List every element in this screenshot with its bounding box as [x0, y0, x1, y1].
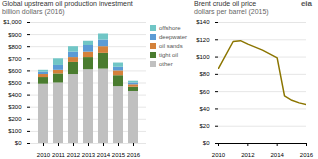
html-text:eia: eia	[300, 0, 312, 8]
svg-text:$400: $400	[8, 92, 22, 98]
svg-text:$0: $0	[15, 140, 22, 146]
svg-text:$900: $900	[8, 32, 22, 38]
svg-text:$700: $700	[8, 56, 22, 62]
svg-text:$200: $200	[8, 116, 22, 122]
svg-text:$600: $600	[8, 68, 22, 74]
svg-text:2010: 2010	[212, 152, 226, 158]
html-text:other: other	[159, 61, 173, 67]
svg-text:$20: $20	[199, 123, 210, 129]
html-text:oil sands: oil sands	[159, 43, 183, 49]
svg-text:$800: $800	[8, 44, 22, 50]
svg-text:$140: $140	[196, 19, 210, 25]
svg-text:$100: $100	[196, 54, 210, 60]
html-text:Brent crude oil price: Brent crude oil price	[194, 0, 257, 7]
svg-text:2016: 2016	[127, 152, 141, 158]
svg-text:2015: 2015	[112, 152, 126, 158]
svg-text:2014: 2014	[97, 152, 111, 158]
html-text:deepwater: deepwater	[159, 34, 187, 40]
svg-text:$80: $80	[199, 71, 210, 77]
svg-text:$100: $100	[8, 128, 22, 134]
svg-text:$120: $120	[196, 37, 210, 43]
svg-text:$40: $40	[199, 106, 210, 112]
svg-text:$60: $60	[199, 89, 210, 95]
svg-text:$1,000: $1,000	[3, 19, 22, 25]
html-text:dollars per barrel (2015): dollars per barrel (2015)	[194, 8, 269, 15]
svg-text:2014: 2014	[270, 152, 284, 158]
svg-text:2010: 2010	[37, 152, 51, 158]
html-text:Global upstream oil production: Global upstream oil production investmen…	[2, 0, 133, 7]
svg-text:2012: 2012	[67, 152, 81, 158]
svg-text:2011: 2011	[52, 152, 66, 158]
svg-text:$0: $0	[203, 140, 210, 146]
html-text:tight oil: tight oil	[159, 52, 178, 58]
svg-text:$500: $500	[8, 80, 22, 86]
svg-text:2013: 2013	[82, 152, 96, 158]
svg-text:$300: $300	[8, 104, 22, 110]
svg-text:2016: 2016	[300, 152, 314, 158]
html-text:offshore: offshore	[159, 25, 181, 31]
html-text:billion dollars (2016): billion dollars (2016)	[2, 8, 65, 15]
svg-text:2012: 2012	[241, 152, 255, 158]
